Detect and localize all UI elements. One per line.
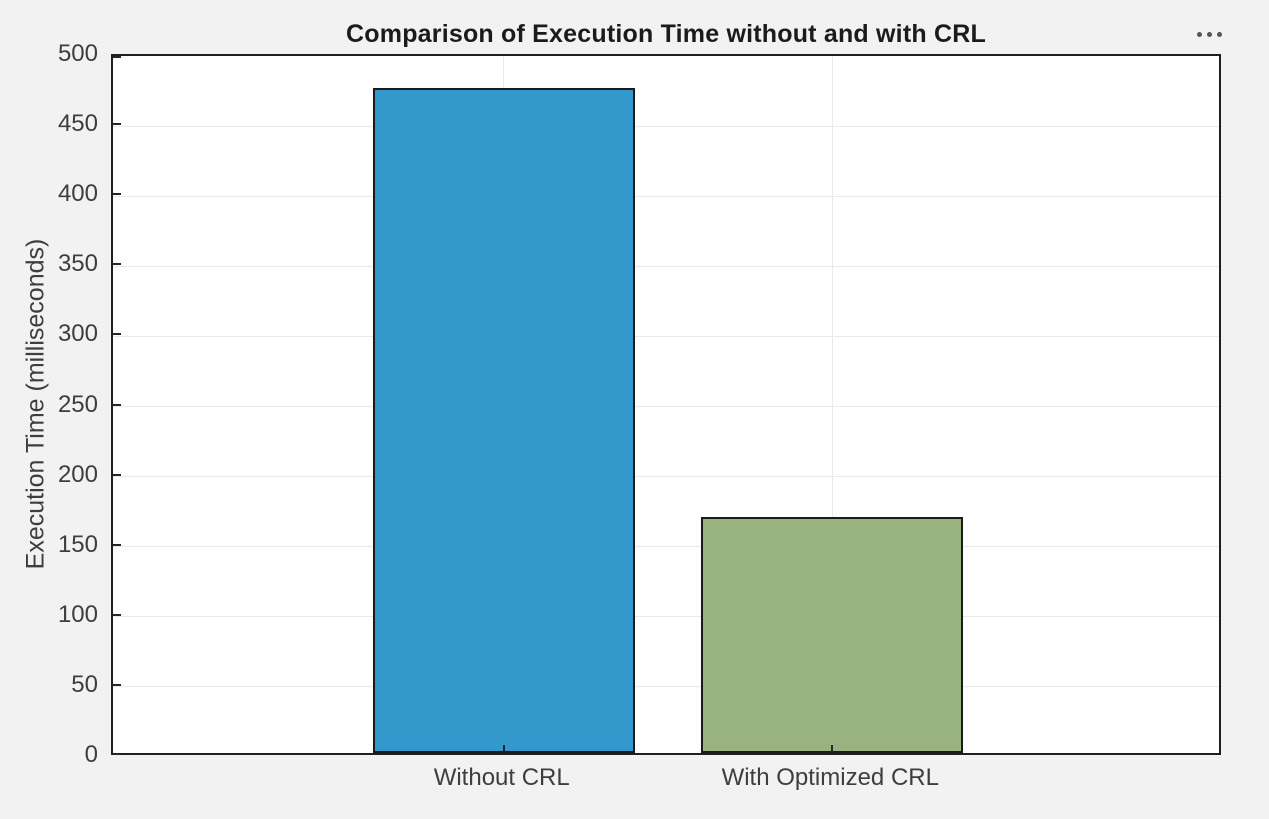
vertical-gridline	[831, 56, 833, 753]
y-tick-label: 500	[57, 40, 98, 67]
ellipsis-icon	[1206, 31, 1212, 37]
chart-title: Comparison of Execution Time without and…	[346, 20, 986, 48]
y-tick-mark	[113, 123, 121, 126]
horizontal-gridline	[113, 195, 1219, 197]
y-tick-mark	[113, 683, 121, 686]
y-tick-mark	[113, 543, 121, 546]
y-tick-mark	[113, 263, 121, 266]
horizontal-gridline	[113, 616, 1219, 618]
y-tick-mark	[113, 403, 121, 406]
y-tick-label: 0	[84, 741, 98, 768]
horizontal-gridline	[113, 125, 1219, 127]
x-tick-mark	[831, 745, 834, 753]
axes-toolbar-more-button[interactable]	[1190, 24, 1228, 44]
x-tick-mark	[502, 745, 505, 753]
ellipsis-icon	[1196, 31, 1202, 37]
plot-area	[111, 54, 1221, 755]
y-tick-mark	[113, 613, 121, 616]
ellipsis-icon	[1216, 31, 1222, 37]
x-category-label: With Optimized CRL	[721, 764, 939, 791]
y-tick-label: 50	[71, 670, 98, 698]
horizontal-gridline	[113, 265, 1219, 267]
horizontal-gridline	[113, 686, 1219, 688]
y-tick-mark	[113, 473, 121, 476]
y-tick-label: 300	[57, 320, 98, 348]
y-tick-label: 400	[57, 180, 98, 208]
bar-with-optimized-crl[interactable]	[701, 517, 964, 753]
y-tick-label: 250	[57, 390, 98, 418]
y-tick-label: 150	[57, 530, 98, 558]
horizontal-gridline	[113, 406, 1219, 407]
horizontal-gridline	[113, 335, 1219, 337]
y-tick-label: 100	[57, 600, 98, 628]
y-tick-mark	[113, 56, 121, 58]
y-tick-mark	[113, 193, 121, 196]
horizontal-gridline	[113, 476, 1219, 478]
x-category-label: Without CRL	[433, 764, 570, 791]
y-tick-label: 200	[57, 460, 98, 488]
y-tick-label: 350	[57, 250, 98, 278]
y-tick-label: 450	[57, 110, 98, 138]
bar-without-crl[interactable]	[372, 88, 635, 753]
y-tick-mark	[113, 333, 121, 336]
horizontal-gridline	[113, 546, 1219, 548]
y-tick-mark	[113, 753, 121, 755]
